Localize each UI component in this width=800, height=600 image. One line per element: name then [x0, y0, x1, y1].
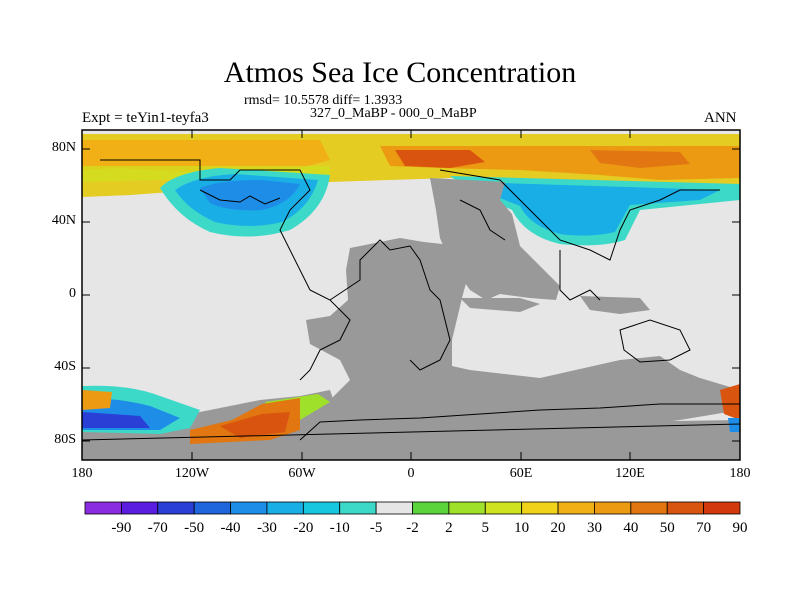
colorbar-swatch	[339, 501, 377, 515]
colorbar-swatch	[557, 501, 595, 515]
colorbar-swatch	[412, 501, 450, 515]
colorbar-label: -20	[293, 520, 314, 536]
coastlines	[81, 159, 741, 441]
lon-label-60w: 60W	[288, 466, 316, 481]
colorbar-swatch	[302, 501, 341, 515]
colorbar-swatch	[630, 501, 668, 515]
subtitle: 327_0_MaBP - 000_0_MaBP	[310, 106, 477, 121]
lat-label-40n: 40N	[51, 213, 76, 228]
colorbar-label: 10	[514, 520, 530, 536]
colorbar	[84, 501, 741, 515]
lon-label-120e: 120E	[615, 466, 645, 481]
lon-label-180w: 180	[71, 466, 93, 481]
colorbar-label: -40	[220, 520, 241, 536]
colorbar-label: -90	[111, 520, 132, 536]
south-right-positive	[720, 384, 740, 420]
colorbar-label: -10	[329, 520, 350, 536]
colorbar-label: 70	[696, 520, 712, 536]
colorbar-label: 20	[550, 520, 566, 536]
season-label: ANN	[704, 110, 737, 126]
experiment-label: Expt = teYin1-teyfa3	[82, 110, 209, 126]
arctic-max-east2	[590, 150, 690, 168]
lon-label-120w: 120W	[174, 466, 210, 481]
chart-title: Atmos Sea Ice Concentration	[223, 56, 577, 89]
lon-label-180e: 180	[729, 466, 751, 481]
colorbar-label: -30	[256, 520, 277, 536]
colorbar-swatch	[266, 501, 304, 515]
colorbar-label: -50	[184, 520, 205, 536]
colorbar-swatch	[448, 501, 486, 515]
colorbar-swatch	[484, 501, 523, 515]
lon-ticks	[81, 130, 741, 460]
lat-label-80s: 80S	[54, 432, 76, 447]
colorbar-label: -70	[147, 520, 168, 536]
colorbar-label: 50	[659, 520, 675, 536]
lon-label-60e: 60E	[509, 466, 533, 481]
colorbar-label: 30	[586, 520, 602, 536]
lat-label-80n: 80N	[51, 140, 76, 155]
colorbar-swatch	[703, 501, 741, 515]
colorbar-swatch	[594, 501, 632, 515]
east-negative-inner	[470, 182, 720, 236]
south-left-positive	[82, 390, 112, 410]
colorbar-label: -5	[369, 520, 383, 536]
antarctic-positive-core	[220, 412, 290, 438]
colorbar-swatch	[193, 501, 231, 515]
arctic-positive-core	[82, 140, 330, 172]
colorbar-swatch	[375, 501, 413, 515]
lat-label-0: 0	[69, 286, 76, 301]
colorbar-label: 90	[732, 520, 748, 536]
colorbar-swatch	[666, 501, 705, 515]
pacific-negative-core	[200, 180, 300, 211]
stats-label: rmsd= 10.5578 diff= 1.3933	[244, 93, 403, 108]
arctic-max-east	[395, 150, 485, 168]
lat-ticks	[82, 148, 740, 442]
south-right-negative	[728, 418, 740, 432]
colorbar-swatch	[120, 501, 159, 515]
lat-label-40s: 40S	[54, 359, 76, 374]
colorbar-label: 5	[481, 520, 490, 536]
colorbar-swatch	[230, 501, 268, 515]
colorbar-label: 40	[623, 520, 639, 536]
colorbar-swatch	[521, 501, 559, 515]
colorbar-label: -2	[406, 520, 419, 536]
colorbar-label: 2	[445, 520, 453, 536]
lon-label-0: 0	[407, 466, 415, 481]
south-left-negative-core	[82, 412, 150, 428]
colorbar-swatch	[84, 501, 122, 515]
colorbar-swatch	[157, 501, 195, 515]
